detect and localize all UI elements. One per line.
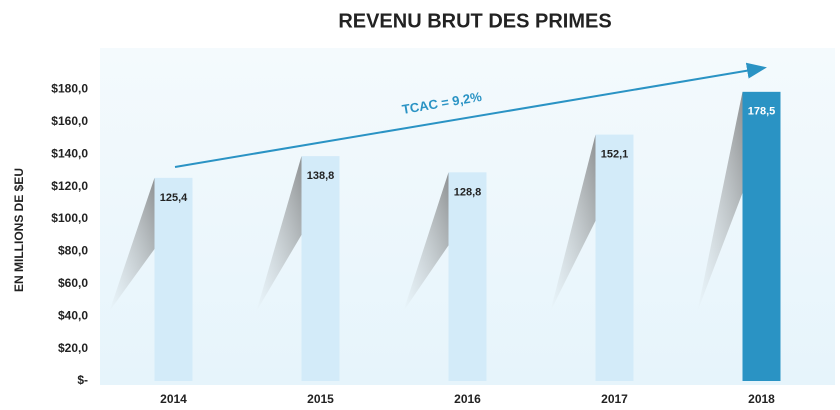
chart-title: REVENU BRUT DES PRIMES	[338, 10, 611, 32]
x-tick-label: 2017	[601, 392, 628, 406]
bar	[595, 134, 634, 381]
value-label: 128,8	[454, 186, 482, 198]
bar	[742, 91, 781, 381]
value-label: 138,8	[307, 170, 335, 182]
bar-shadow	[697, 91, 743, 311]
x-tick-label: 2014	[160, 392, 187, 406]
y-tick-label: $160,0	[51, 114, 88, 128]
x-tick-label: 2016	[454, 392, 481, 406]
y-tick-label: $60,0	[58, 276, 88, 290]
y-tick-label: $120,0	[51, 179, 88, 193]
bar-shadow	[256, 156, 302, 311]
bar-shadow	[550, 134, 596, 311]
y-tick-label: $140,0	[51, 146, 88, 160]
x-tick-label: 2015	[307, 392, 334, 406]
bar-shadow	[109, 177, 155, 311]
y-tick-label: $100,0	[51, 211, 88, 225]
y-tick-label: $20,0	[58, 341, 88, 355]
y-tick-label: $-	[77, 373, 88, 387]
value-label: 152,1	[601, 149, 629, 161]
x-tick-label: 2018	[748, 392, 775, 406]
value-label: 178,5	[748, 106, 776, 118]
bar	[448, 172, 487, 381]
growth-arrow	[174, 62, 767, 168]
y-axis-label: EN MILLIONS DE $EU	[12, 168, 26, 292]
y-tick-label: $180,0	[51, 82, 88, 96]
value-label: 125,4	[160, 192, 188, 204]
bar	[154, 177, 193, 381]
bar-shadow	[403, 172, 449, 311]
y-tick-label: $80,0	[58, 244, 88, 258]
y-tick-label: $40,0	[58, 308, 88, 322]
bar	[301, 156, 340, 381]
